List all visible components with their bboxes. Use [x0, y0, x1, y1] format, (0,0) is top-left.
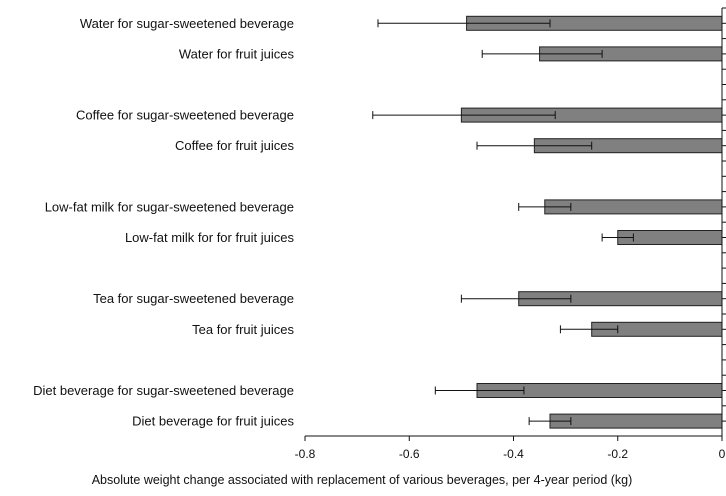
x-tick-label: -0.2 [607, 447, 628, 461]
bar [544, 199, 723, 215]
category-label: Water for sugar-sweetened beverage [80, 16, 294, 31]
bar [549, 413, 723, 429]
category-label: Coffee for sugar-sweetened beverage [76, 108, 294, 123]
category-label: Coffee for fruit juices [175, 138, 294, 153]
x-tick-label: -0.4 [503, 447, 524, 461]
error-bars-layer [372, 19, 634, 426]
category-label: Water for fruit juices [179, 46, 295, 61]
category-label: Diet beverage for fruit juices [132, 414, 294, 429]
x-tick-label: -0.8 [295, 447, 316, 461]
category-label: Low-fat milk for for fruit juices [125, 230, 295, 245]
bars-layer [460, 15, 723, 429]
category-label: Tea for fruit juices [192, 322, 294, 337]
axis-layer [305, 8, 723, 437]
category-label: Low-fat milk for sugar-sweetened beverag… [45, 199, 294, 214]
category-labels-layer: Water for sugar-sweetened beverage Water … [33, 16, 294, 429]
x-ticks-layer: -0.8 -0.6 -0.4 -0.2 0 [295, 7, 726, 461]
x-tick-label: 0 [719, 447, 726, 461]
x-tick-label: -0.6 [399, 447, 420, 461]
category-label: Diet beverage for sugar-sweetened bevera… [33, 383, 294, 398]
category-label: Tea for sugar-sweetened beverage [93, 291, 294, 306]
x-axis-title: Absolute weight change associated with r… [92, 473, 633, 487]
